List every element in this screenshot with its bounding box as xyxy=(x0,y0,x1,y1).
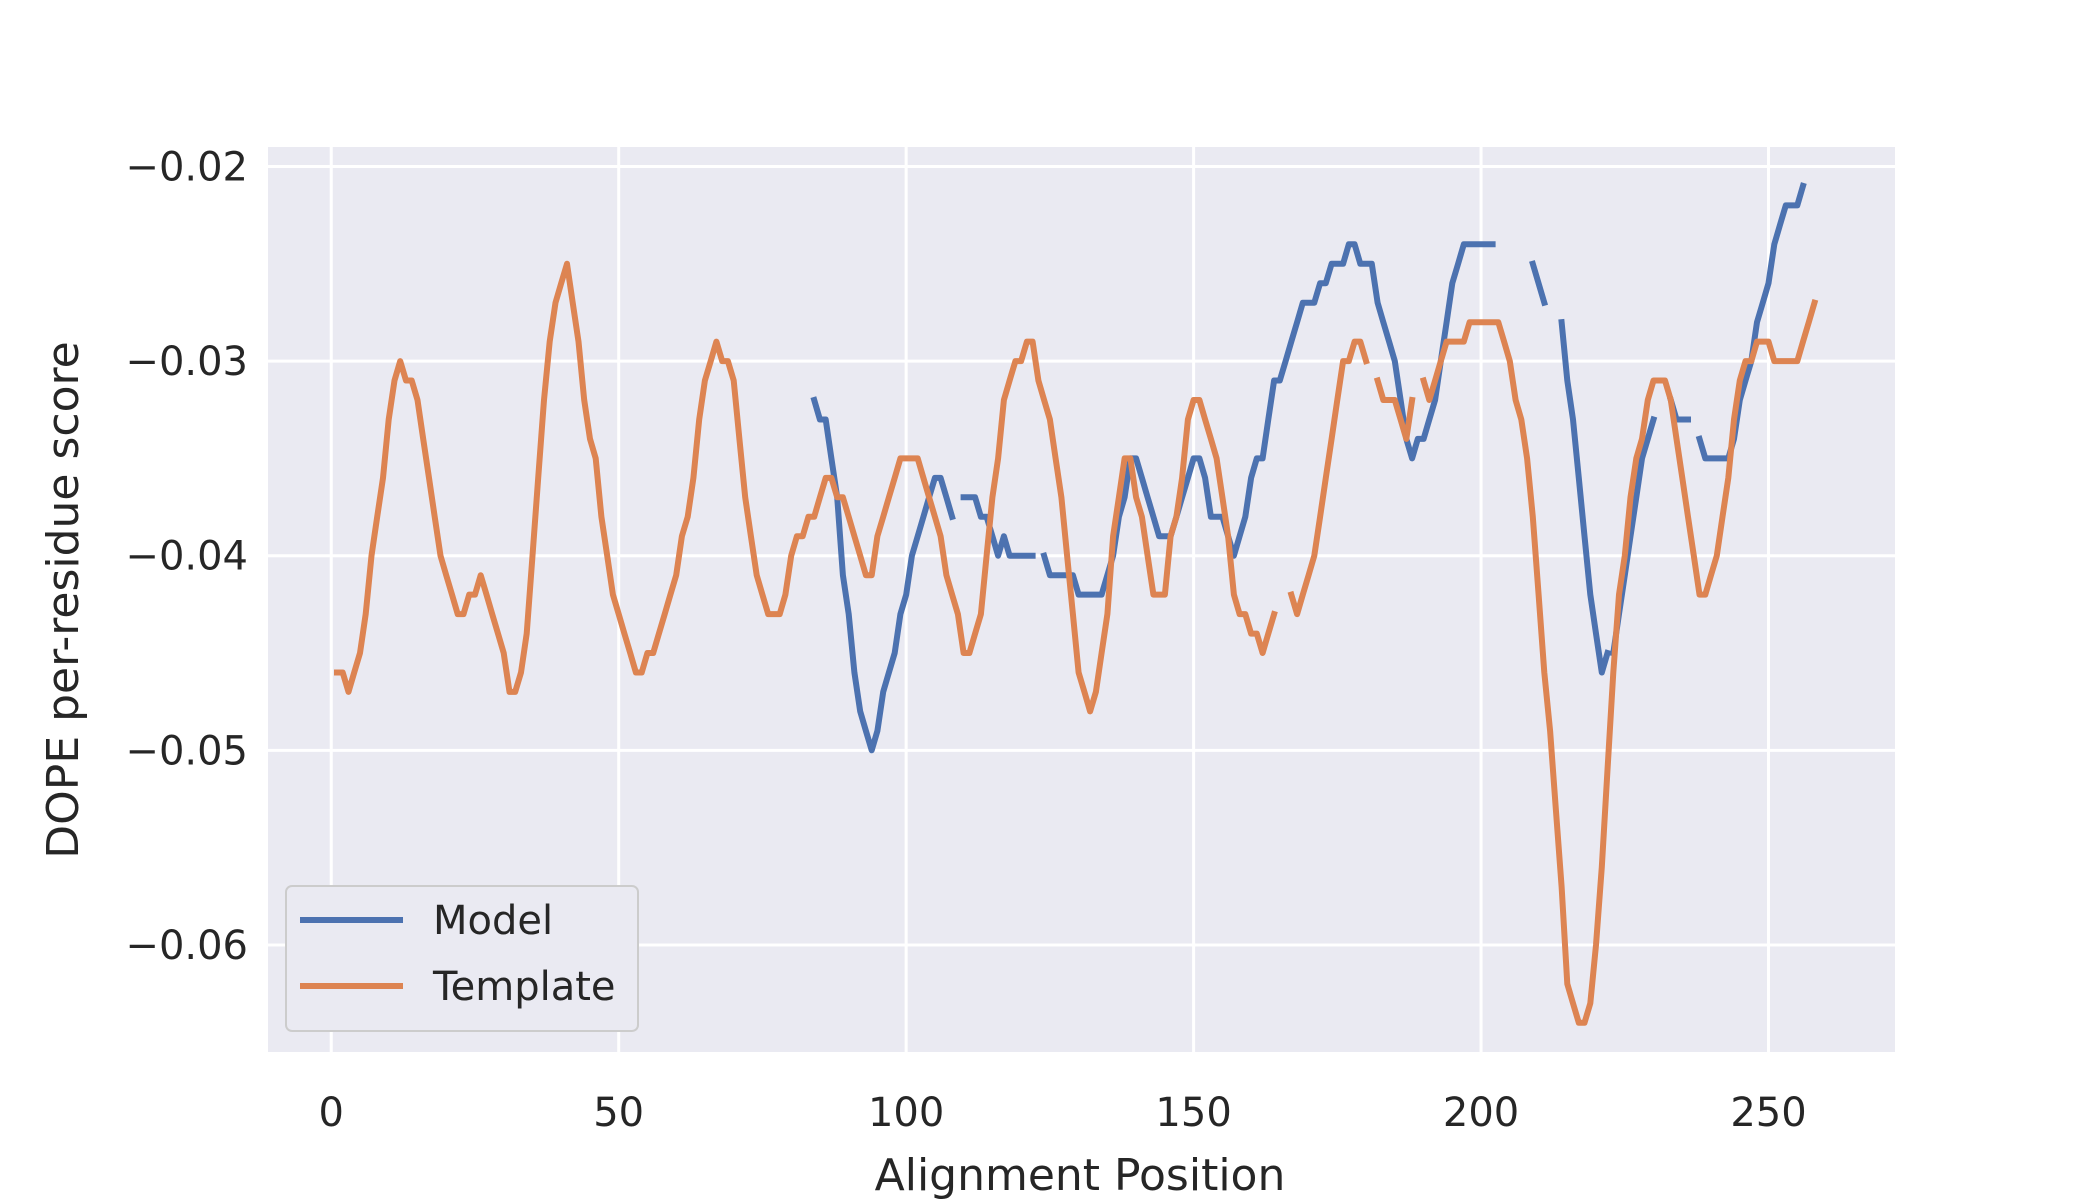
x-tick-label: 150 xyxy=(1155,1090,1231,1136)
series-line-template xyxy=(1287,338,1370,618)
legend-label-template: Template xyxy=(432,964,616,1010)
y-tick-label: −0.06 xyxy=(125,923,248,969)
series-line-template xyxy=(1373,376,1416,442)
x-axis-label: Alignment Position xyxy=(875,1150,1286,1200)
series-line-model xyxy=(1558,318,1612,676)
legend: Model Template xyxy=(285,885,639,1032)
x-tick-label: 100 xyxy=(868,1090,944,1136)
y-axis-ticks: −0.02 −0.03 −0.04 −0.05 −0.06 xyxy=(125,144,248,968)
x-axis-ticks: 0 50 100 150 200 250 xyxy=(319,1090,1807,1136)
x-tick-label: 50 xyxy=(593,1090,644,1136)
series-line-model xyxy=(1529,260,1549,307)
series-lines xyxy=(334,182,1819,1026)
x-tick-label: 0 xyxy=(319,1090,344,1136)
x-tick-label: 200 xyxy=(1443,1090,1519,1136)
y-tick-label: −0.03 xyxy=(125,339,248,385)
series-line-template xyxy=(1419,298,1819,1026)
series-line-template xyxy=(334,260,1278,715)
series-line-model xyxy=(1040,241,1496,598)
y-axis-label: DOPE per-residue score xyxy=(38,341,89,858)
x-tick-label: 250 xyxy=(1730,1090,1806,1136)
legend-label-model: Model xyxy=(433,898,553,944)
y-tick-label: −0.05 xyxy=(125,728,248,774)
y-tick-label: −0.02 xyxy=(125,144,248,190)
series-line-model xyxy=(960,494,1036,559)
y-tick-label: −0.04 xyxy=(125,534,248,580)
